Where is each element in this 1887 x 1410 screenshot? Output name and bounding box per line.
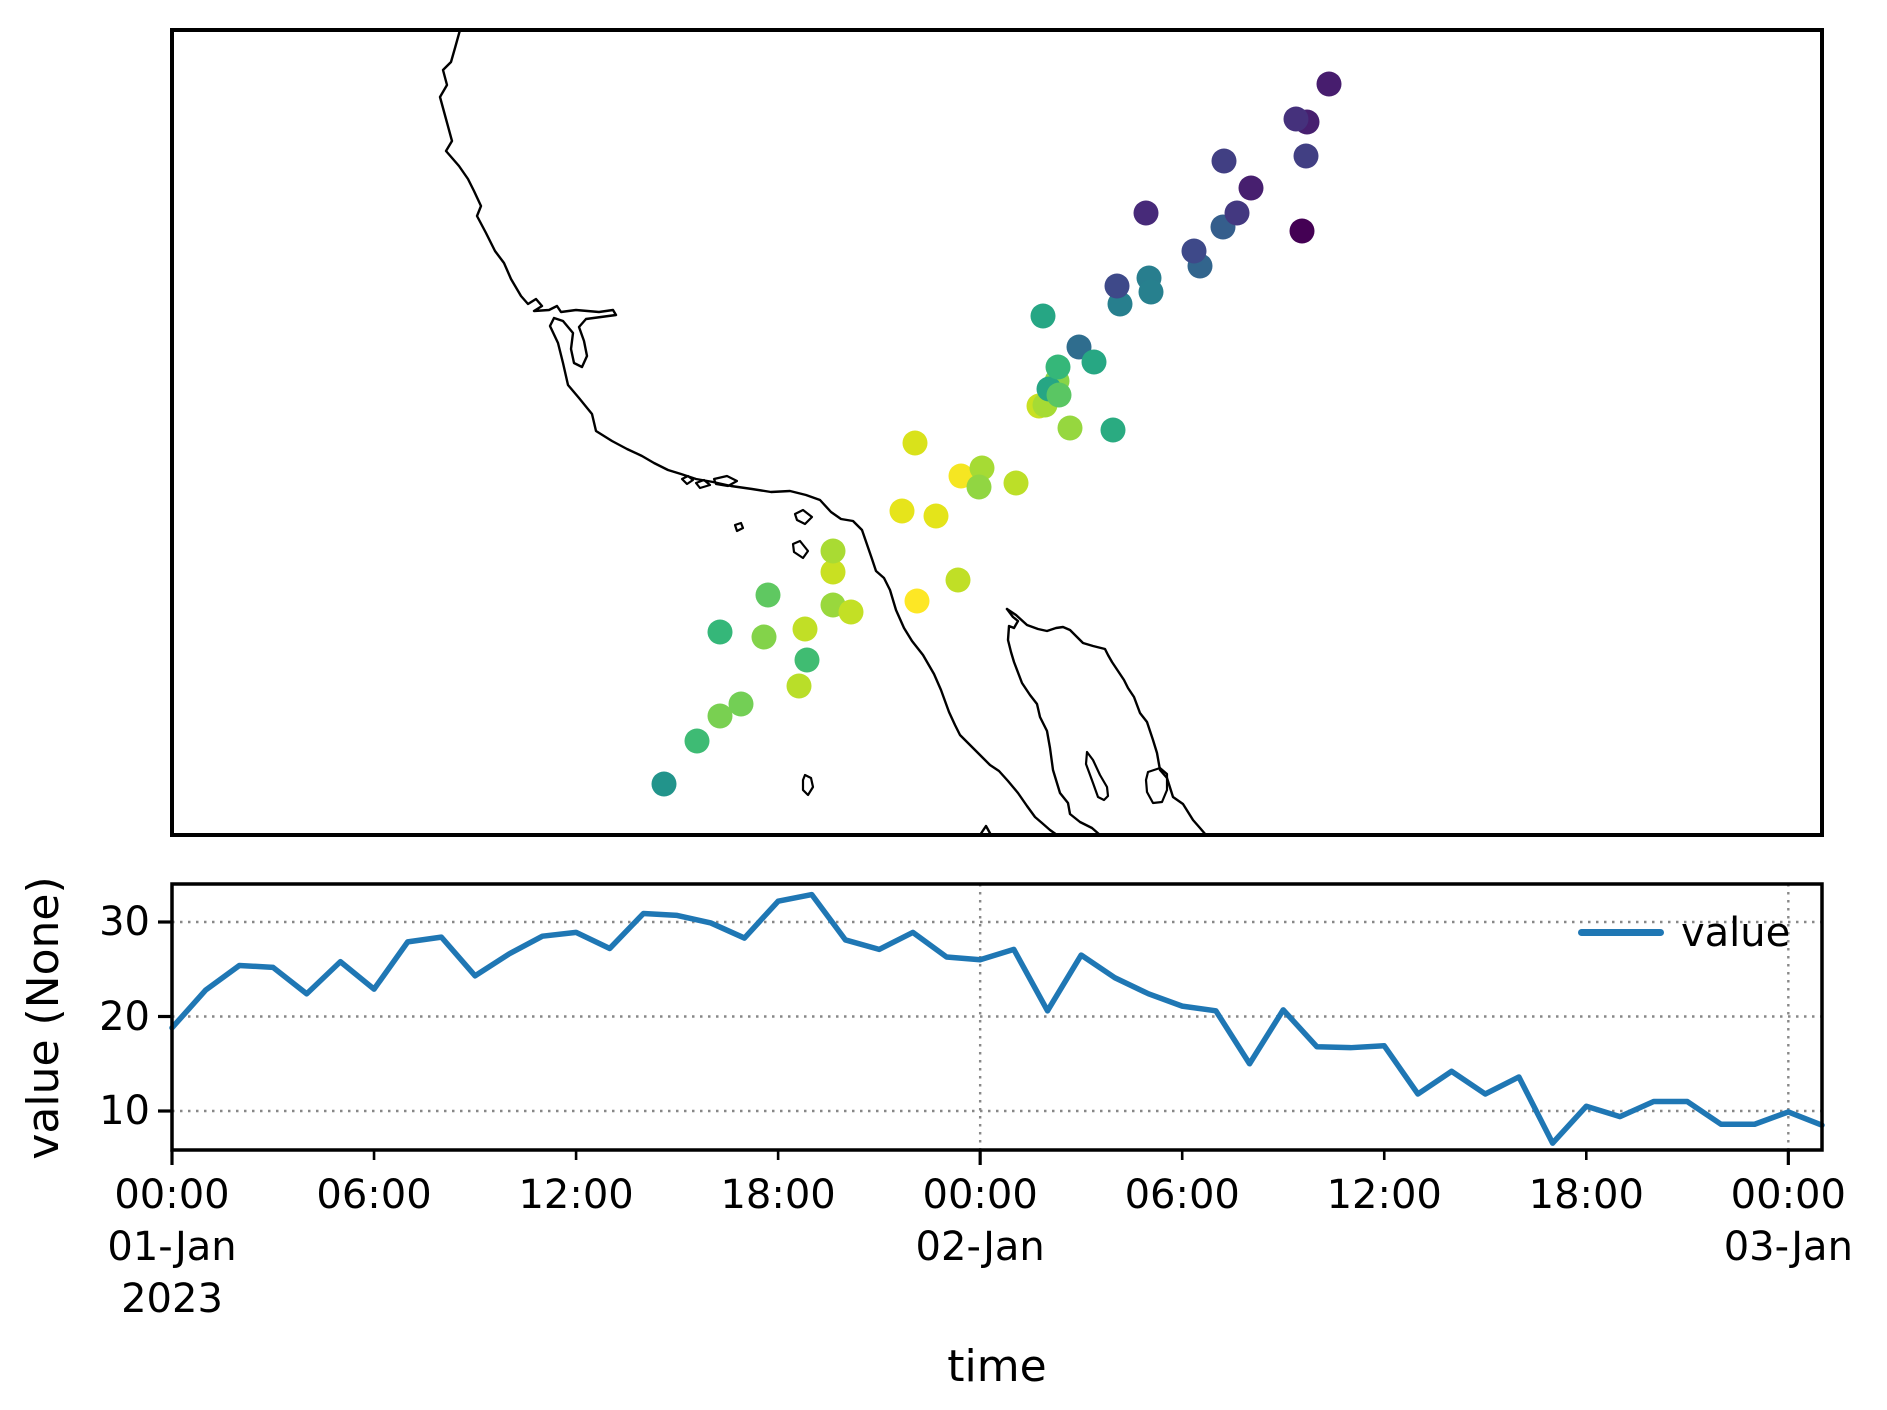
track-point (838, 599, 864, 625)
y-tick-label: 10 (99, 1088, 150, 1134)
coastline-island-bump (978, 824, 993, 837)
coastline-path (438, 28, 1059, 837)
track-point (1289, 218, 1315, 244)
track-point (1003, 470, 1029, 496)
island-path (791, 539, 810, 560)
coastline-gulf-east (1005, 607, 1208, 837)
track-point (707, 619, 733, 645)
track-point (1104, 273, 1130, 299)
coastline-gulf-west (1005, 607, 1102, 837)
track-point (945, 567, 971, 593)
track-point (1081, 349, 1107, 375)
track-point (969, 455, 995, 481)
value-line (169, 891, 1825, 1146)
track-point (1138, 279, 1164, 305)
x-tick-date-label: 03-Jan (1723, 1224, 1853, 1270)
island-path (694, 478, 712, 490)
island-path (733, 521, 745, 533)
track-point (1211, 148, 1237, 174)
y-tick-label: 30 (99, 899, 150, 945)
legend-label: value (1681, 910, 1791, 956)
y-tick-label: 20 (99, 993, 150, 1040)
track-point (820, 559, 846, 585)
track-point (1045, 354, 1071, 380)
track-point (1238, 175, 1264, 201)
track-point (1046, 382, 1072, 408)
track-point (684, 728, 710, 754)
track-point (794, 647, 820, 673)
track-point (1316, 71, 1342, 97)
x-tick-label: 18:00 (1528, 1172, 1644, 1218)
track-point (1224, 200, 1250, 226)
track-point (1181, 238, 1207, 264)
x-tick-year-label: 2023 (121, 1276, 223, 1322)
track-point (966, 474, 992, 500)
track-point (786, 673, 812, 699)
x-tick-label: 06:00 (316, 1172, 432, 1218)
track-point (923, 503, 949, 529)
track-point (820, 538, 846, 564)
track-point (1293, 143, 1319, 169)
island-path (712, 474, 739, 488)
track-point (948, 463, 974, 489)
legend-line-swatch (1578, 929, 1664, 936)
x-tick-date-label: 01-Jan (107, 1224, 237, 1270)
track-point (755, 582, 781, 608)
track-point (792, 616, 818, 642)
map-border (170, 28, 1824, 837)
x-tick-label: 18:00 (720, 1172, 836, 1218)
track-point (728, 691, 754, 717)
island-path (1144, 766, 1169, 805)
x-axis-label: time (947, 1341, 1047, 1392)
x-tick-label: 00:00 (114, 1172, 230, 1218)
x-tick-date-label: 02-Jan (915, 1224, 1045, 1270)
island-path (1084, 750, 1110, 802)
track-point (707, 703, 733, 729)
track-point (1100, 417, 1126, 443)
x-tick-label: 00:00 (1730, 1172, 1846, 1218)
track-point (902, 430, 928, 456)
island-path (801, 773, 815, 797)
track-point (1283, 106, 1309, 132)
x-tick-label: 12:00 (518, 1172, 634, 1218)
track-point (751, 624, 777, 650)
island-path (793, 508, 814, 526)
island-path (680, 474, 695, 486)
track-point (1133, 200, 1159, 226)
track-point (889, 498, 915, 524)
x-tick-label: 12:00 (1326, 1172, 1442, 1218)
track-point (1057, 415, 1083, 441)
track-point (904, 588, 930, 614)
track-point (651, 771, 677, 797)
x-tick-label: 00:00 (922, 1172, 1038, 1218)
track-point (1030, 303, 1056, 329)
x-tick-label: 06:00 (1124, 1172, 1240, 1218)
